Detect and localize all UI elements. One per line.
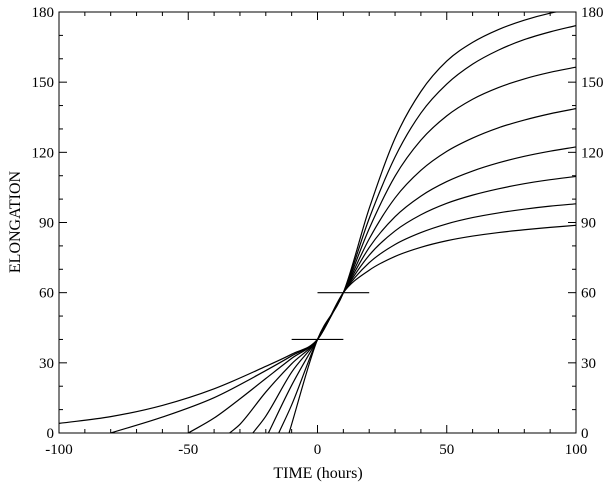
x-tick-label: 50: [439, 442, 454, 458]
y-tick-label: 120: [32, 145, 55, 161]
series-line-1: [59, 224, 576, 425]
x-tick-label: -100: [45, 442, 73, 458]
axis-ticks: [58, 11, 577, 434]
x-axis-title: TIME (hours): [273, 465, 362, 482]
series-line-6: [267, 66, 576, 433]
x-tick-label: 100: [565, 442, 588, 458]
series-line-3: [187, 175, 576, 433]
y-axis-title: ELONGATION: [7, 170, 24, 273]
plot-frame: [58, 11, 577, 434]
y-tick-label: 0: [47, 426, 55, 442]
y-tick-label-right: 0: [581, 426, 589, 442]
y-tick-label: 90: [39, 216, 54, 232]
y-tick-label-right: 30: [581, 356, 596, 372]
y-tick-label-right: 180: [581, 5, 604, 21]
y-tick-label-right: 120: [581, 145, 604, 161]
x-tick-label: -50: [178, 442, 198, 458]
y-tick-label: 150: [32, 75, 55, 91]
y-tick-label-right: 150: [581, 75, 604, 91]
series-line-4: [229, 146, 576, 433]
y-tick-label: 180: [32, 5, 55, 21]
series-line-5: [252, 108, 576, 433]
series-line-8: [288, 12, 560, 433]
marker-layer: [291, 292, 370, 341]
y-tick-label-right: 60: [581, 286, 596, 302]
series-layer: [59, 12, 576, 433]
y-tick-label: 60: [39, 286, 54, 302]
x-tick-label: 0: [314, 442, 322, 458]
y-tick-label-right: 90: [581, 216, 596, 232]
series-line-2: [110, 203, 576, 433]
y-tick-label: 30: [39, 356, 54, 372]
